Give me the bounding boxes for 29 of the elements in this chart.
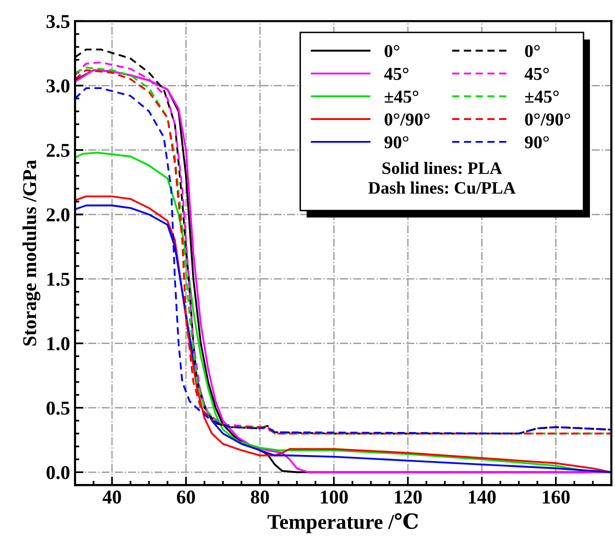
x-tick-label: 40 — [102, 490, 121, 504]
legend-label: 90° — [384, 136, 408, 148]
legend-label: 0° — [384, 44, 400, 58]
y-tick-label: 2.0 — [46, 208, 70, 222]
x-tick-label: 100 — [320, 490, 348, 504]
legend-label: 45° — [384, 68, 408, 80]
legend-label: 90° — [524, 136, 549, 148]
x-axis-title: Temperature /℃ — [268, 513, 418, 534]
legend-label: 45° — [524, 68, 549, 80]
legend-label: 0° — [525, 44, 540, 58]
x-tick-label: 60 — [176, 490, 195, 504]
y-tick-label: 1.5 — [47, 272, 70, 286]
y-tick-label: 0.5 — [46, 402, 70, 415]
annotation: Solid lines: PLA — [382, 162, 502, 174]
x-tick-label: 140 — [468, 490, 496, 504]
x-tick-label: 160 — [542, 490, 570, 504]
legend-label: 0°/90° — [525, 113, 570, 126]
annotation: Dash lines: Cu/PLA — [368, 182, 516, 194]
y-axis-title: Storage modulus /GPa — [22, 160, 40, 346]
y-tick-label: 2.5 — [46, 144, 70, 158]
y-tick-label: 1.0 — [47, 337, 70, 350]
legend-label: 0°/90° — [384, 113, 430, 126]
legend-label: ±45° — [525, 90, 559, 103]
x-tick-label: 80 — [250, 490, 269, 504]
y-tick-label: 3.0 — [46, 79, 70, 93]
y-tick-label: 0.0 — [46, 466, 70, 480]
y-tick-label: 3.5 — [46, 15, 70, 28]
x-tick-label: 120 — [394, 490, 422, 504]
legend-label: ±45° — [384, 90, 418, 103]
